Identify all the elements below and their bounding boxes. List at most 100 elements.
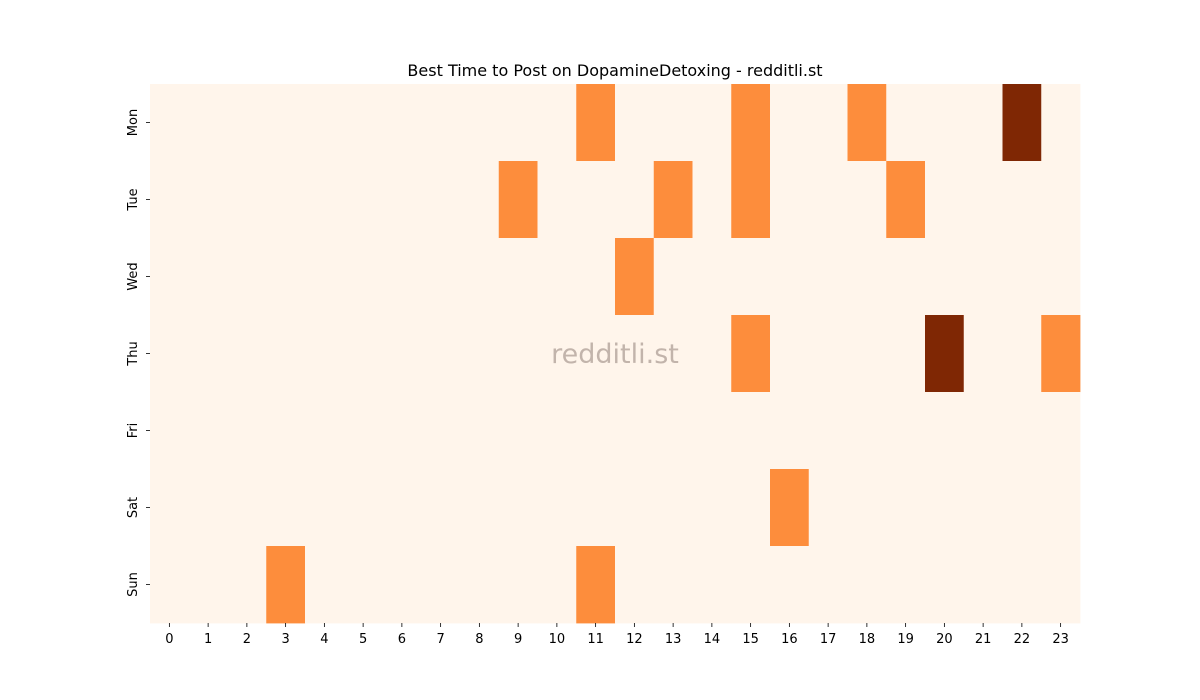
- heatmap-cell-fri-0: [150, 392, 190, 470]
- heatmap-cell-wed-22: [1002, 238, 1042, 316]
- heatmap-cell-fri-20: [925, 392, 965, 470]
- heatmap-cell-sun-9: [498, 546, 538, 624]
- heatmap-cell-wed-23: [1041, 238, 1081, 316]
- heatmap-cell-sat-22: [1002, 469, 1042, 547]
- x-tick-label: 15: [742, 632, 759, 647]
- heatmap-cells: [150, 84, 1081, 624]
- heatmap-cell-wed-14: [692, 238, 732, 316]
- x-tick-label: 13: [665, 632, 682, 647]
- heatmap-cell-sat-6: [382, 469, 422, 547]
- heatmap-cell-tue-5: [343, 161, 383, 239]
- heatmap-cell-fri-1: [188, 392, 228, 470]
- heatmap-cell-fri-9: [498, 392, 538, 470]
- heatmap-cell-sun-22: [1002, 546, 1042, 624]
- heatmap-cell-wed-7: [421, 238, 461, 316]
- heatmap-cell-wed-4: [305, 238, 345, 316]
- heatmap-cell-sat-19: [886, 469, 926, 547]
- heatmap-cell-mon-20: [925, 84, 965, 162]
- heatmap-cell-sun-21: [963, 546, 1003, 624]
- y-tick-label: Tue: [126, 188, 141, 211]
- heatmap-cell-thu-19: [886, 315, 926, 393]
- x-tick-label: 6: [398, 632, 406, 647]
- heatmap-cell-fri-19: [886, 392, 926, 470]
- heatmap-cell-sun-16: [770, 546, 810, 624]
- heatmap-cell-mon-1: [188, 84, 228, 162]
- heatmap-cell-thu-22: [1002, 315, 1042, 393]
- heatmap-cell-thu-6: [382, 315, 422, 393]
- x-tick-label: 23: [1052, 632, 1069, 647]
- x-tick-label: 22: [1014, 632, 1031, 647]
- heatmap-cell-mon-15: [731, 84, 771, 162]
- heatmap-cell-thu-17: [808, 315, 848, 393]
- heatmap-cell-sun-17: [808, 546, 848, 624]
- heatmap-cell-tue-2: [227, 161, 267, 239]
- heatmap-cell-mon-18: [847, 84, 887, 162]
- heatmap-cell-sun-4: [305, 546, 345, 624]
- heatmap-cell-tue-21: [963, 161, 1003, 239]
- heatmap-cell-tue-12: [615, 161, 655, 239]
- heatmap-cell-sat-11: [576, 469, 616, 547]
- heatmap-cell-thu-1: [188, 315, 228, 393]
- heatmap-cell-wed-15: [731, 238, 771, 316]
- heatmap-cell-sat-13: [653, 469, 693, 547]
- x-tick-label: 11: [587, 632, 604, 647]
- heatmap-cell-fri-12: [615, 392, 655, 470]
- heatmap-cell-sun-23: [1041, 546, 1081, 624]
- heatmap-cell-fri-5: [343, 392, 383, 470]
- heatmap-cell-tue-11: [576, 161, 616, 239]
- heatmap-cell-tue-9: [498, 161, 538, 239]
- heatmap-cell-wed-20: [925, 238, 965, 316]
- heatmap-cell-sun-5: [343, 546, 383, 624]
- heatmap-cell-sat-3: [266, 469, 306, 547]
- heatmap-cell-tue-8: [460, 161, 500, 239]
- heatmap-cell-mon-6: [382, 84, 422, 162]
- heatmap-cell-thu-21: [963, 315, 1003, 393]
- heatmap-cell-tue-16: [770, 161, 810, 239]
- heatmap-cell-mon-0: [150, 84, 190, 162]
- heatmap-cell-fri-21: [963, 392, 1003, 470]
- heatmap-cell-tue-6: [382, 161, 422, 239]
- heatmap-cell-wed-21: [963, 238, 1003, 316]
- heatmap-cell-sun-10: [537, 546, 577, 624]
- heatmap-cell-sun-14: [692, 546, 732, 624]
- heatmap-cell-sat-2: [227, 469, 267, 547]
- heatmap-cell-sat-15: [731, 469, 771, 547]
- heatmap-cell-thu-16: [770, 315, 810, 393]
- heatmap-cell-tue-1: [188, 161, 228, 239]
- heatmap-cell-wed-3: [266, 238, 306, 316]
- heatmap-cell-tue-18: [847, 161, 887, 239]
- heatmap-cell-fri-2: [227, 392, 267, 470]
- heatmap-cell-sun-2: [227, 546, 267, 624]
- heatmap-cell-tue-3: [266, 161, 306, 239]
- heatmap-cell-fri-14: [692, 392, 732, 470]
- x-tick-label: 16: [781, 632, 798, 647]
- y-axis: Mon Tue Wed Thu Fri Sat Sun: [126, 109, 150, 597]
- heatmap-cell-mon-11: [576, 84, 616, 162]
- x-tick-label: 1: [204, 632, 212, 647]
- heatmap-cell-sat-12: [615, 469, 655, 547]
- heatmap-cell-sat-10: [537, 469, 577, 547]
- y-tick-label: Sun: [126, 572, 141, 597]
- heatmap-cell-mon-17: [808, 84, 848, 162]
- heatmap-cell-fri-15: [731, 392, 771, 470]
- heatmap-cell-thu-4: [305, 315, 345, 393]
- heatmap-cell-tue-14: [692, 161, 732, 239]
- heatmap-cell-tue-13: [653, 161, 693, 239]
- heatmap-cell-wed-2: [227, 238, 267, 316]
- heatmap-cell-mon-21: [963, 84, 1003, 162]
- heatmap-cell-wed-11: [576, 238, 616, 316]
- heatmap-cell-tue-20: [925, 161, 965, 239]
- heatmap-cell-sun-18: [847, 546, 887, 624]
- heatmap-cell-fri-4: [305, 392, 345, 470]
- x-tick-label: 2: [243, 632, 251, 647]
- heatmap-cell-wed-16: [770, 238, 810, 316]
- heatmap-cell-wed-9: [498, 238, 538, 316]
- heatmap-cell-fri-11: [576, 392, 616, 470]
- heatmap-cell-thu-9: [498, 315, 538, 393]
- heatmap-cell-tue-17: [808, 161, 848, 239]
- heatmap-cell-sun-11: [576, 546, 616, 624]
- y-tick-label: Sat: [126, 497, 141, 518]
- heatmap-cell-fri-16: [770, 392, 810, 470]
